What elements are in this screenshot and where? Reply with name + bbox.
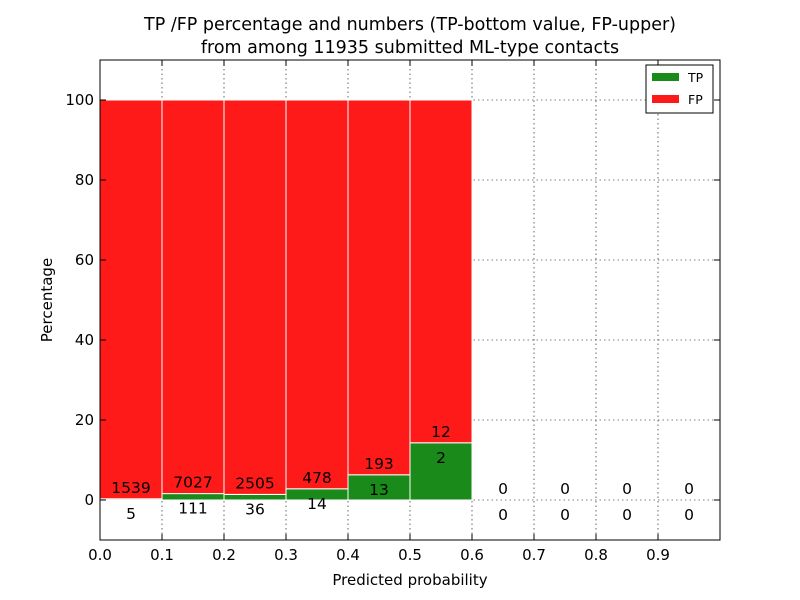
legend-label-tp: TP bbox=[687, 70, 704, 85]
tp-count-label: 111 bbox=[178, 500, 208, 518]
legend-swatch-tp bbox=[652, 73, 679, 81]
y-tick-label: 60 bbox=[75, 251, 94, 269]
legend: TP FP bbox=[645, 64, 714, 114]
y-tick-label: 40 bbox=[75, 331, 94, 349]
bar-tp bbox=[409, 442, 473, 501]
fp-count-label: 478 bbox=[302, 469, 332, 487]
tp-count-label: 13 bbox=[369, 481, 389, 499]
bar-fp bbox=[409, 99, 473, 444]
tp-count-label: 0 bbox=[560, 506, 570, 524]
x-tick-label: 0.2 bbox=[212, 546, 236, 564]
bars bbox=[99, 99, 473, 501]
tp-count-label: 36 bbox=[245, 500, 265, 518]
bar-fp bbox=[161, 99, 225, 495]
fp-count-label: 1539 bbox=[111, 479, 150, 497]
tp-count-label: 0 bbox=[498, 506, 508, 524]
y-tick-label: 0 bbox=[84, 491, 94, 509]
tp-count-label: 0 bbox=[622, 506, 632, 524]
tp-count-label: 14 bbox=[307, 495, 327, 513]
bar-count-labels: 1539 5 7027 111 2505 36 478 14 193 13 12 2 0 0 0 0 0 0 0 0 bbox=[111, 423, 694, 524]
x-tick-label: 0.9 bbox=[646, 546, 670, 564]
y-axis-label: Percentage bbox=[38, 258, 56, 342]
y-tick-label: 80 bbox=[75, 171, 94, 189]
tp-count-label: 2 bbox=[436, 449, 446, 467]
bar-fp bbox=[285, 99, 349, 490]
bar-fp bbox=[223, 99, 287, 495]
fp-count-label: 0 bbox=[498, 480, 508, 498]
x-axis-label: Predicted probability bbox=[332, 571, 487, 589]
y-tick-label: 100 bbox=[65, 91, 94, 109]
tp-count-label: 5 bbox=[126, 505, 136, 523]
bar-fp bbox=[99, 99, 163, 500]
ticks: 0.0 0.1 0.2 0.3 0.4 0.5 0.6 0.7 0.8 0.90204060801… bbox=[65, 60, 720, 564]
x-tick-label: 0.6 bbox=[460, 546, 484, 564]
fp-count-label: 12 bbox=[431, 423, 451, 441]
chart-subtitle: from among 11935 submitted ML-type conta… bbox=[201, 38, 619, 58]
bar-fp bbox=[347, 99, 411, 476]
legend-swatch-fp bbox=[652, 95, 679, 103]
fp-count-label: 0 bbox=[622, 480, 632, 498]
bar-tp bbox=[223, 493, 287, 501]
fp-count-label: 2505 bbox=[235, 474, 274, 492]
x-tick-label: 0.0 bbox=[88, 546, 112, 564]
x-tick-label: 0.8 bbox=[584, 546, 608, 564]
tp-count-label: 0 bbox=[684, 506, 694, 524]
x-tick-label: 0.1 bbox=[150, 546, 174, 564]
chart-title: TP /FP percentage and numbers (TP-bottom… bbox=[143, 15, 676, 35]
fp-count-label: 0 bbox=[684, 480, 694, 498]
fp-count-label: 193 bbox=[364, 455, 394, 473]
y-tick-label: 20 bbox=[75, 411, 94, 429]
x-tick-label: 0.4 bbox=[336, 546, 360, 564]
fp-count-label: 0 bbox=[560, 480, 570, 498]
bar-tp bbox=[347, 474, 411, 501]
x-tick-label: 0.7 bbox=[522, 546, 546, 564]
x-tick-label: 0.5 bbox=[398, 546, 422, 564]
x-tick-label: 0.3 bbox=[274, 546, 298, 564]
fp-count-label: 7027 bbox=[173, 474, 212, 492]
legend-label-fp: FP bbox=[688, 92, 703, 107]
